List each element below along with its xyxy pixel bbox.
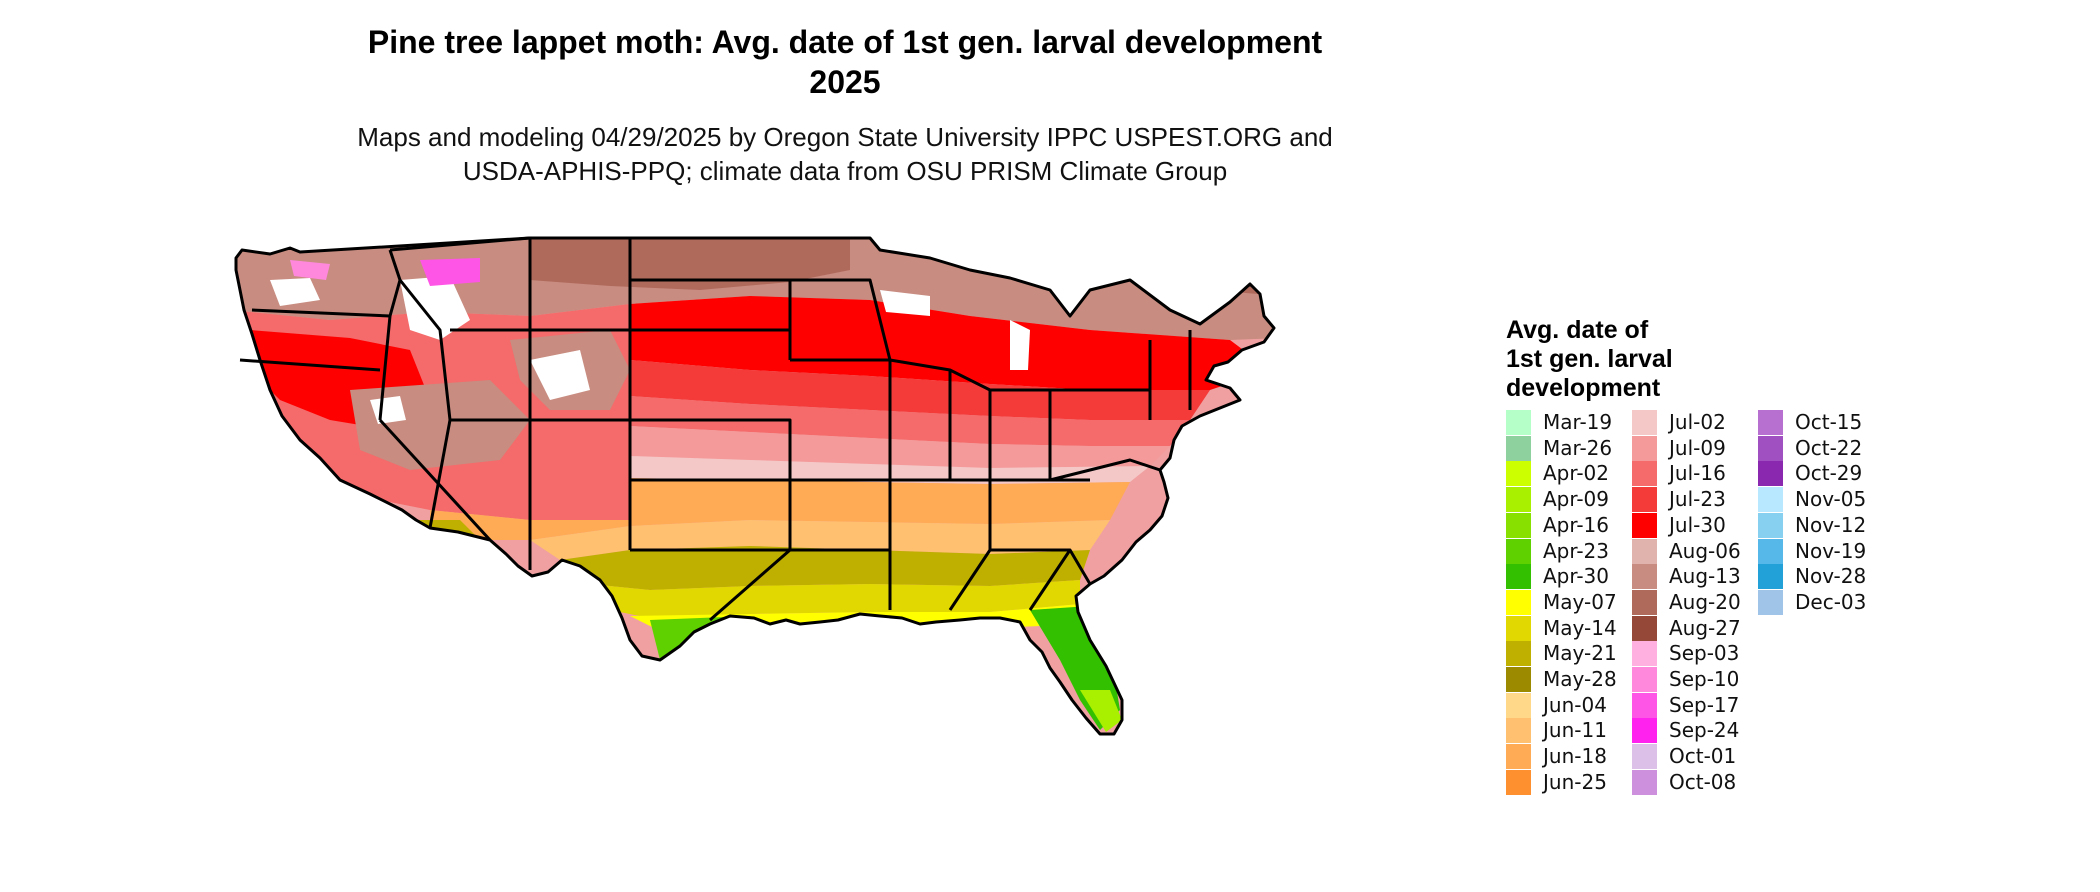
title-line-1: Pine tree lappet moth: Avg. date of 1st …	[367, 24, 1323, 60]
legend-label: Jun-04	[1543, 692, 1607, 717]
legend-swatch	[1506, 435, 1531, 461]
legend-swatch	[1506, 769, 1531, 795]
map-subtitle: Maps and modeling 04/29/2025 by Oregon S…	[300, 120, 1390, 188]
legend-label: Oct-29	[1795, 461, 1863, 486]
legend-swatch	[1758, 564, 1783, 590]
legend-swatch	[1506, 667, 1531, 692]
legend-label: May-14	[1543, 615, 1617, 640]
legend-swatch	[1506, 589, 1531, 615]
legend-title-line-1: Avg. date of	[1506, 316, 1649, 344]
legend-label: Aug-20	[1669, 589, 1741, 614]
legend-label: Aug-06	[1669, 538, 1741, 563]
legend-title: Avg. date of 1st gen. larval development	[1506, 316, 1726, 403]
legend-swatch	[1632, 410, 1657, 435]
legend-swatch	[1758, 487, 1783, 513]
legend-label: Jun-25	[1543, 769, 1607, 794]
legend-swatch	[1506, 718, 1531, 744]
legend-swatch	[1506, 692, 1531, 718]
legend-label: Apr-02	[1543, 461, 1609, 486]
legend-label: Apr-23	[1543, 538, 1609, 563]
legend-swatch	[1506, 564, 1531, 590]
legend-label: Apr-16	[1543, 512, 1609, 537]
legend-swatch	[1758, 538, 1783, 564]
legend-title-line-2: 1st gen. larval	[1506, 345, 1673, 373]
legend-label: Nov-28	[1795, 564, 1867, 589]
legend-label: Dec-03	[1795, 589, 1867, 614]
legend-swatch	[1758, 410, 1783, 435]
legend-label: Apr-09	[1543, 487, 1609, 512]
legend-label: May-07	[1543, 589, 1617, 614]
legend-label: Oct-22	[1795, 435, 1863, 460]
legend-swatch	[1758, 512, 1783, 538]
subtitle-line-2: USDA-APHIS-PPQ; climate data from OSU PR…	[462, 156, 1228, 186]
legend-swatch	[1632, 538, 1657, 564]
legend-label: Jul-09	[1669, 435, 1726, 460]
subtitle-line-1: Maps and modeling 04/29/2025 by Oregon S…	[357, 122, 1333, 152]
legend-swatch	[1506, 410, 1531, 435]
legend-swatch	[1632, 564, 1657, 590]
legend-label: Mar-19	[1543, 410, 1613, 434]
legend-swatch	[1632, 589, 1657, 615]
legend-swatch	[1758, 435, 1783, 461]
legend-label: Jul-02	[1669, 410, 1726, 434]
legend-swatch	[1506, 487, 1531, 513]
legend-title-line-3: development	[1506, 374, 1661, 402]
legend-label: Sep-17	[1669, 692, 1740, 717]
legend-swatch	[1632, 487, 1657, 513]
legend-label: Apr-30	[1543, 564, 1609, 589]
legend-label: Jun-11	[1543, 718, 1607, 743]
map-outline	[234, 236, 1276, 736]
legend-label: Sep-24	[1669, 718, 1740, 743]
legend-label: May-21	[1543, 641, 1617, 666]
map-fill	[236, 238, 1274, 734]
map-title: Pine tree lappet moth: Avg. date of 1st …	[300, 22, 1390, 102]
legend-swatch	[1632, 769, 1657, 795]
legend-swatch	[1506, 744, 1531, 770]
legend-label: Sep-10	[1669, 667, 1740, 691]
legend-label: Jul-30	[1669, 512, 1726, 537]
legend-swatch	[1632, 615, 1657, 641]
legend-swatch	[1506, 461, 1531, 487]
legend-swatch	[1632, 718, 1657, 744]
legend-swatch	[1758, 589, 1783, 615]
legend-label: Jul-16	[1669, 461, 1726, 486]
legend-label: Sep-03	[1669, 641, 1740, 666]
legend-label: Mar-26	[1543, 435, 1613, 460]
legend-label: Oct-01	[1669, 744, 1737, 769]
legend-swatch	[1632, 667, 1657, 692]
legend-swatch	[1632, 744, 1657, 770]
legend-swatch	[1506, 512, 1531, 538]
legend-swatch	[1632, 461, 1657, 487]
legend-label: Oct-15	[1795, 410, 1863, 434]
title-line-2: 2025	[809, 64, 881, 100]
legend-swatch	[1506, 538, 1531, 564]
legend-swatch	[1632, 641, 1657, 667]
legend-label: Aug-13	[1669, 564, 1741, 589]
legend-swatch	[1632, 692, 1657, 718]
us-map-svg	[234, 236, 1276, 736]
legend-label: Nov-12	[1795, 512, 1867, 537]
legend-label: Aug-27	[1669, 615, 1741, 640]
us-map	[230, 220, 1480, 890]
legend-swatch	[1758, 461, 1783, 487]
legend-swatch	[1506, 615, 1531, 641]
legend-label: Nov-19	[1795, 538, 1867, 563]
legend-swatch	[1632, 512, 1657, 538]
legend-label: Nov-05	[1795, 487, 1867, 512]
legend-swatch	[1632, 435, 1657, 461]
legend-label: Oct-08	[1669, 769, 1737, 794]
legend-swatch	[1506, 641, 1531, 667]
legend-label: Jun-18	[1543, 744, 1607, 769]
legend-label: May-28	[1543, 667, 1617, 691]
legend-label: Jul-23	[1669, 487, 1726, 512]
